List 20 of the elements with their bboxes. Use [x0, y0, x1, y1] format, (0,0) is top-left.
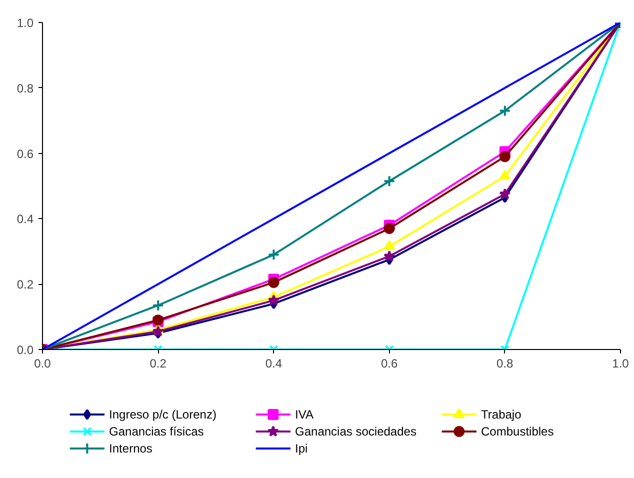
legend-label: Ganancias sociedades: [295, 424, 416, 438]
y-tick-label: 0.6: [16, 146, 34, 161]
y-tick-label: 1.0: [16, 16, 34, 30]
y-tick-label: 0.2: [16, 278, 34, 292]
legend-label: Ipi: [295, 442, 308, 456]
x-tick-label: 0.6: [380, 356, 398, 370]
legend-label: Ganancias físicas: [109, 424, 204, 438]
legend-label: Internos: [109, 442, 152, 456]
x-tick-label: 0.8: [496, 356, 514, 370]
y-tick-label: 0.4: [16, 212, 34, 226]
legend-label: Ingreso p/c (Lorenz): [109, 408, 216, 422]
legend-label: Trabajo: [481, 408, 522, 422]
x-tick-label: 0.0: [34, 356, 52, 370]
legend-label: Combustibles: [481, 424, 554, 438]
x-tick-label: 1.0: [612, 356, 630, 370]
y-tick-label: 0.8: [16, 81, 34, 96]
x-tick-label: 0.4: [265, 356, 282, 370]
x-tick-label: 0.2: [150, 356, 167, 370]
legend-label: IVA: [295, 408, 314, 422]
y-tick-label: 0.0: [16, 343, 34, 357]
